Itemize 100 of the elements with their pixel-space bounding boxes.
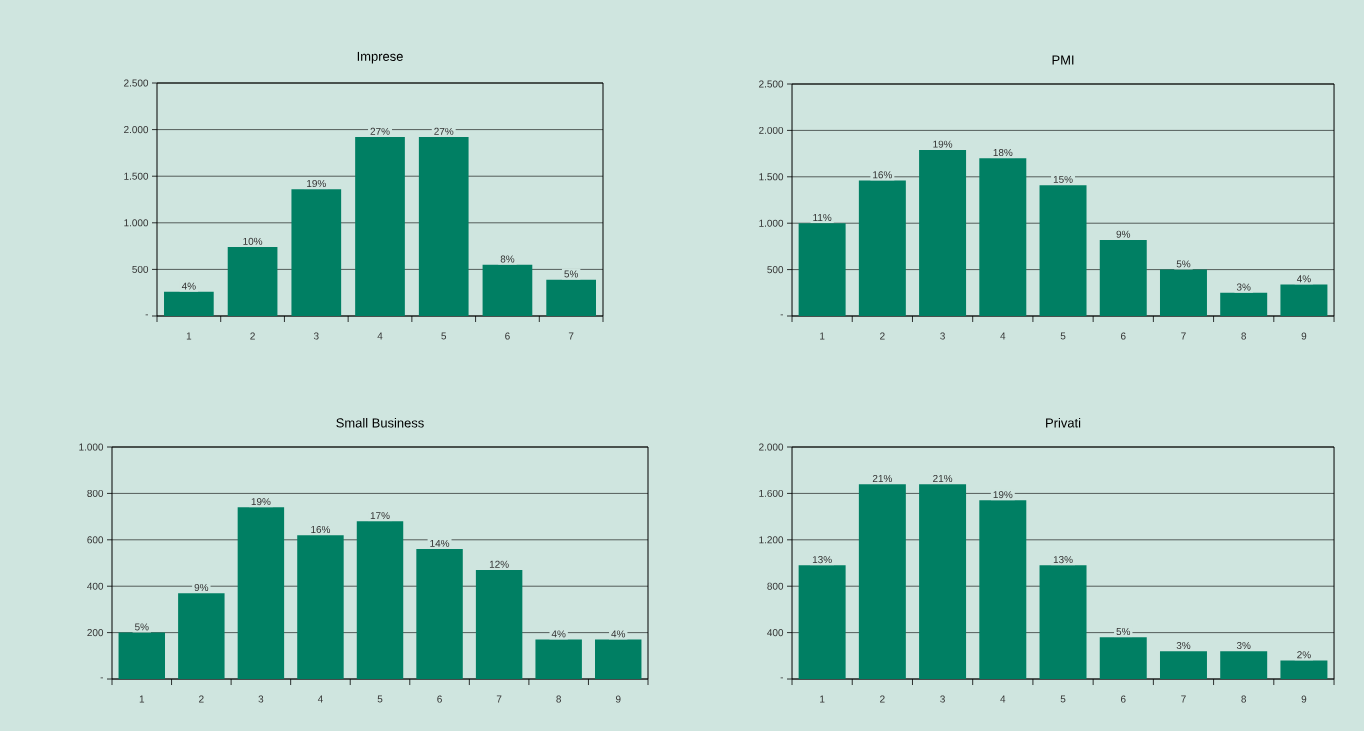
bar [546,279,596,317]
y-tick-label: - [100,677,104,679]
annotation: 12% [489,560,509,568]
bar [356,521,404,680]
annotation: 8% [500,255,515,263]
chart-title: PMI [1052,55,1074,65]
annotation: 18% [993,148,1013,157]
annotation: 11% [813,214,832,222]
x-tick-label: 3 [313,332,319,340]
x-tick-label: 2 [250,332,255,340]
x-tick-label: 9 [615,695,621,703]
annotation: 4% [611,630,626,638]
x-tick-label: 4 [1000,332,1006,340]
annotation: 16% [311,525,331,533]
x-tick-label: 4 [377,332,383,340]
bar [1159,269,1207,317]
annotation: 3% [1236,283,1251,291]
annotation: 2% [1297,651,1311,659]
annotation: 3% [1176,641,1191,649]
chart-title: Small Business [336,418,424,428]
bar [798,565,846,680]
y-tick-label: 1.000 [759,219,784,227]
bar [798,223,846,317]
annotation: 4% [1296,275,1311,283]
bar [595,639,642,680]
bar [535,639,582,680]
x-tick-label: 5 [1060,332,1066,340]
y-tick-label: 1.200 [759,536,784,544]
bar [979,500,1027,680]
bar [482,264,533,317]
annotation: 27% [370,127,390,135]
bar [237,507,285,680]
x-tick-label: 5 [1060,695,1066,703]
bar [919,149,967,317]
bar [178,593,225,680]
bar [1099,239,1147,317]
x-tick-label: 1 [820,695,825,703]
bar [291,189,342,317]
x-tick-label: 3 [940,332,945,340]
y-tick-label: 800 [87,489,104,497]
bar [1159,651,1207,680]
bar [1039,565,1087,680]
annotation: 13% [1053,556,1073,564]
y-tick-label: 1.600 [759,489,784,497]
x-tick-label: 4 [317,695,323,703]
bar [858,484,906,680]
annotation: 19% [993,491,1013,499]
x-tick-label: 8 [556,695,562,703]
annotation: 19% [933,140,953,148]
annotation: 5% [1176,260,1191,268]
y-tick-label: - [780,677,784,679]
y-tick-label: 400 [767,629,784,637]
x-tick-label: 7 [496,695,502,703]
bar [1220,651,1268,680]
x-tick-label: 3 [258,695,264,703]
y-tick-label: 1.500 [759,173,784,181]
x-tick-label: 4 [1000,695,1006,703]
y-tick-label: 500 [767,266,784,274]
x-tick-label: 2 [199,695,204,703]
annotation: 19% [251,498,271,506]
annotation: 5% [564,270,579,278]
bar [297,535,344,680]
annotation: 4% [181,282,196,290]
y-tick-label: 800 [767,582,784,590]
x-tick-label: 6 [1120,695,1126,703]
x-tick-label: 1 [186,332,192,340]
x-tick-label: 5 [441,332,447,340]
bar [418,137,469,317]
bar [416,549,463,680]
y-tick-label: 1.500 [124,172,149,180]
x-tick-label: 8 [1241,695,1247,703]
chart-title: Privati [1046,418,1081,428]
y-tick-label: 600 [87,536,104,544]
annotation: 5% [134,623,149,631]
annotation: 16% [873,171,892,179]
x-tick-label: 5 [377,695,383,703]
x-tick-label: 7 [568,332,574,340]
bar [1099,637,1147,680]
annotation: 9% [194,583,209,591]
annotation: 4% [551,630,566,638]
bar [1280,284,1328,317]
x-tick-label: 1 [820,332,825,340]
y-tick-label: 500 [132,265,149,273]
annotation: 17% [370,512,390,520]
annotation: 21% [933,474,953,482]
bar [1039,185,1087,317]
x-tick-label: 3 [940,695,945,703]
x-tick-label: 1 [139,695,145,703]
x-tick-label: 7 [1181,695,1186,703]
x-tick-label: 9 [1301,695,1307,703]
y-tick-label: - [780,314,784,316]
y-tick-label: - [145,314,149,316]
x-tick-label: 6 [437,695,442,703]
x-tick-label: 7 [1181,332,1186,340]
bar [118,632,166,680]
bar [979,158,1027,317]
y-tick-label: 200 [87,629,104,637]
bar [919,484,967,680]
chart-title: Imprese [357,51,403,64]
y-tick-label: 2.500 [124,79,149,87]
